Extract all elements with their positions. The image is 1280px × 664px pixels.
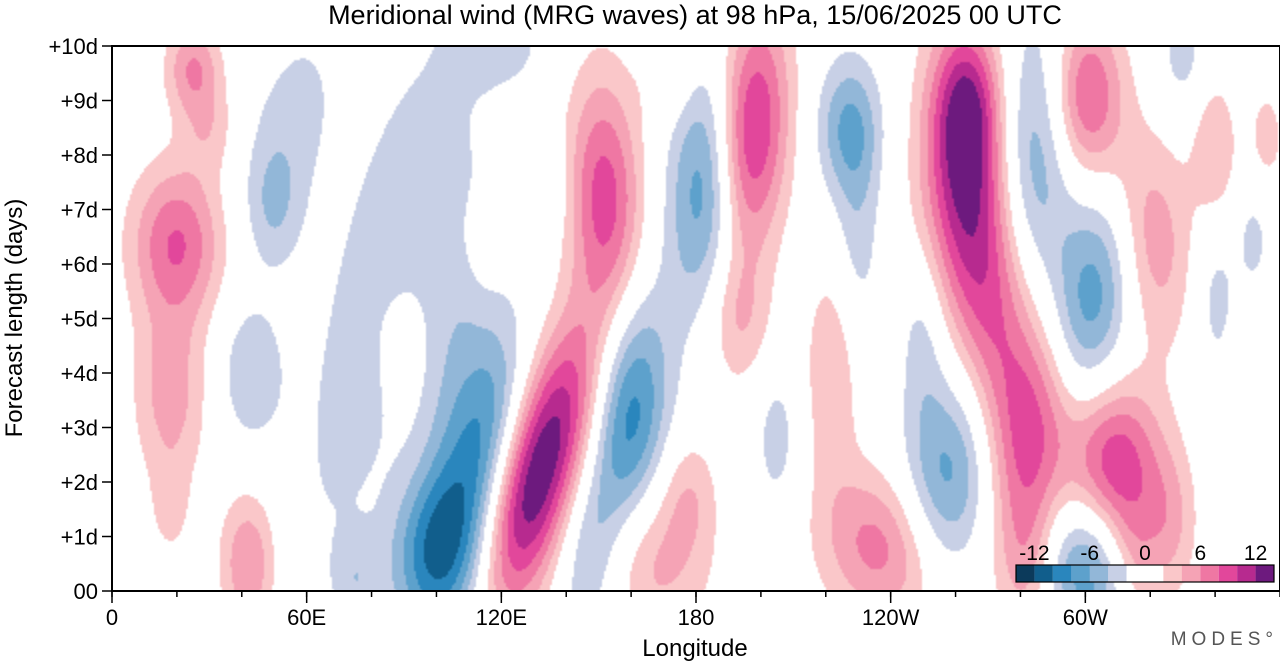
x-tick-label: 60E <box>287 605 326 630</box>
y-tick-label: +4d <box>61 361 98 386</box>
colorbar-swatch <box>1126 565 1164 582</box>
colorbar-swatch <box>1163 565 1182 582</box>
y-tick-label: +8d <box>61 143 98 168</box>
heatmap-plot <box>111 45 1280 592</box>
y-axis-label: Forecast length (days) <box>1 199 28 438</box>
x-axis-ticks: 0 60E 120E 180 120W 60W <box>106 591 1280 630</box>
y-tick-label: +7d <box>61 198 98 223</box>
modes-logo: MODES° <box>1171 629 1278 650</box>
colorbar-swatch <box>1200 565 1219 582</box>
y-tick-label: +3d <box>61 416 98 441</box>
y-tick-label: +9d <box>61 89 98 114</box>
colorbar-swatch <box>1255 565 1274 582</box>
colorbar-label: -12 <box>1019 542 1049 565</box>
chart-title: Meridional wind (MRG waves) at 98 hPa, 1… <box>328 0 1062 30</box>
x-axis-label: Longitude <box>642 635 747 662</box>
y-tick-label: +2d <box>61 470 98 495</box>
colorbar-frame <box>1015 564 1275 583</box>
y-tick-label: +1d <box>61 525 98 550</box>
x-tick-label: 60W <box>1063 605 1108 630</box>
colorbar-swatch <box>1237 565 1256 582</box>
colorbar: -12 -6 0 6 12 <box>1015 542 1275 583</box>
colorbar-label: 6 <box>1194 542 1206 565</box>
colorbar-swatch <box>1034 565 1053 582</box>
colorbar-swatch <box>1052 565 1072 582</box>
colorbar-swatch <box>1108 565 1127 582</box>
x-tick-label: 180 <box>678 605 715 630</box>
y-tick-label: +6d <box>61 252 98 277</box>
colorbar-swatch <box>1071 565 1090 582</box>
colorbar-swatch <box>1218 565 1238 582</box>
colorbar-label: 0 <box>1139 542 1151 565</box>
colorbar-swatch <box>1016 565 1035 582</box>
y-tick-label: 00 <box>74 579 98 604</box>
x-tick-label: 120W <box>862 605 920 630</box>
y-tick-label: +10d <box>48 34 98 59</box>
y-axis-ticks: 00 +1d +2d +3d +4d +5d +6d +7d +8d +9d +10d <box>48 34 112 604</box>
y-tick-label: +5d <box>61 307 98 332</box>
colorbar-label: 12 <box>1244 542 1267 565</box>
contour-field <box>112 46 1280 591</box>
colorbar-swatch <box>1089 565 1109 582</box>
x-tick-label: 0 <box>106 605 118 630</box>
colorbar-swatch <box>1181 565 1201 582</box>
colorbar-label: -6 <box>1080 542 1099 565</box>
x-tick-label: 120E <box>476 605 527 630</box>
